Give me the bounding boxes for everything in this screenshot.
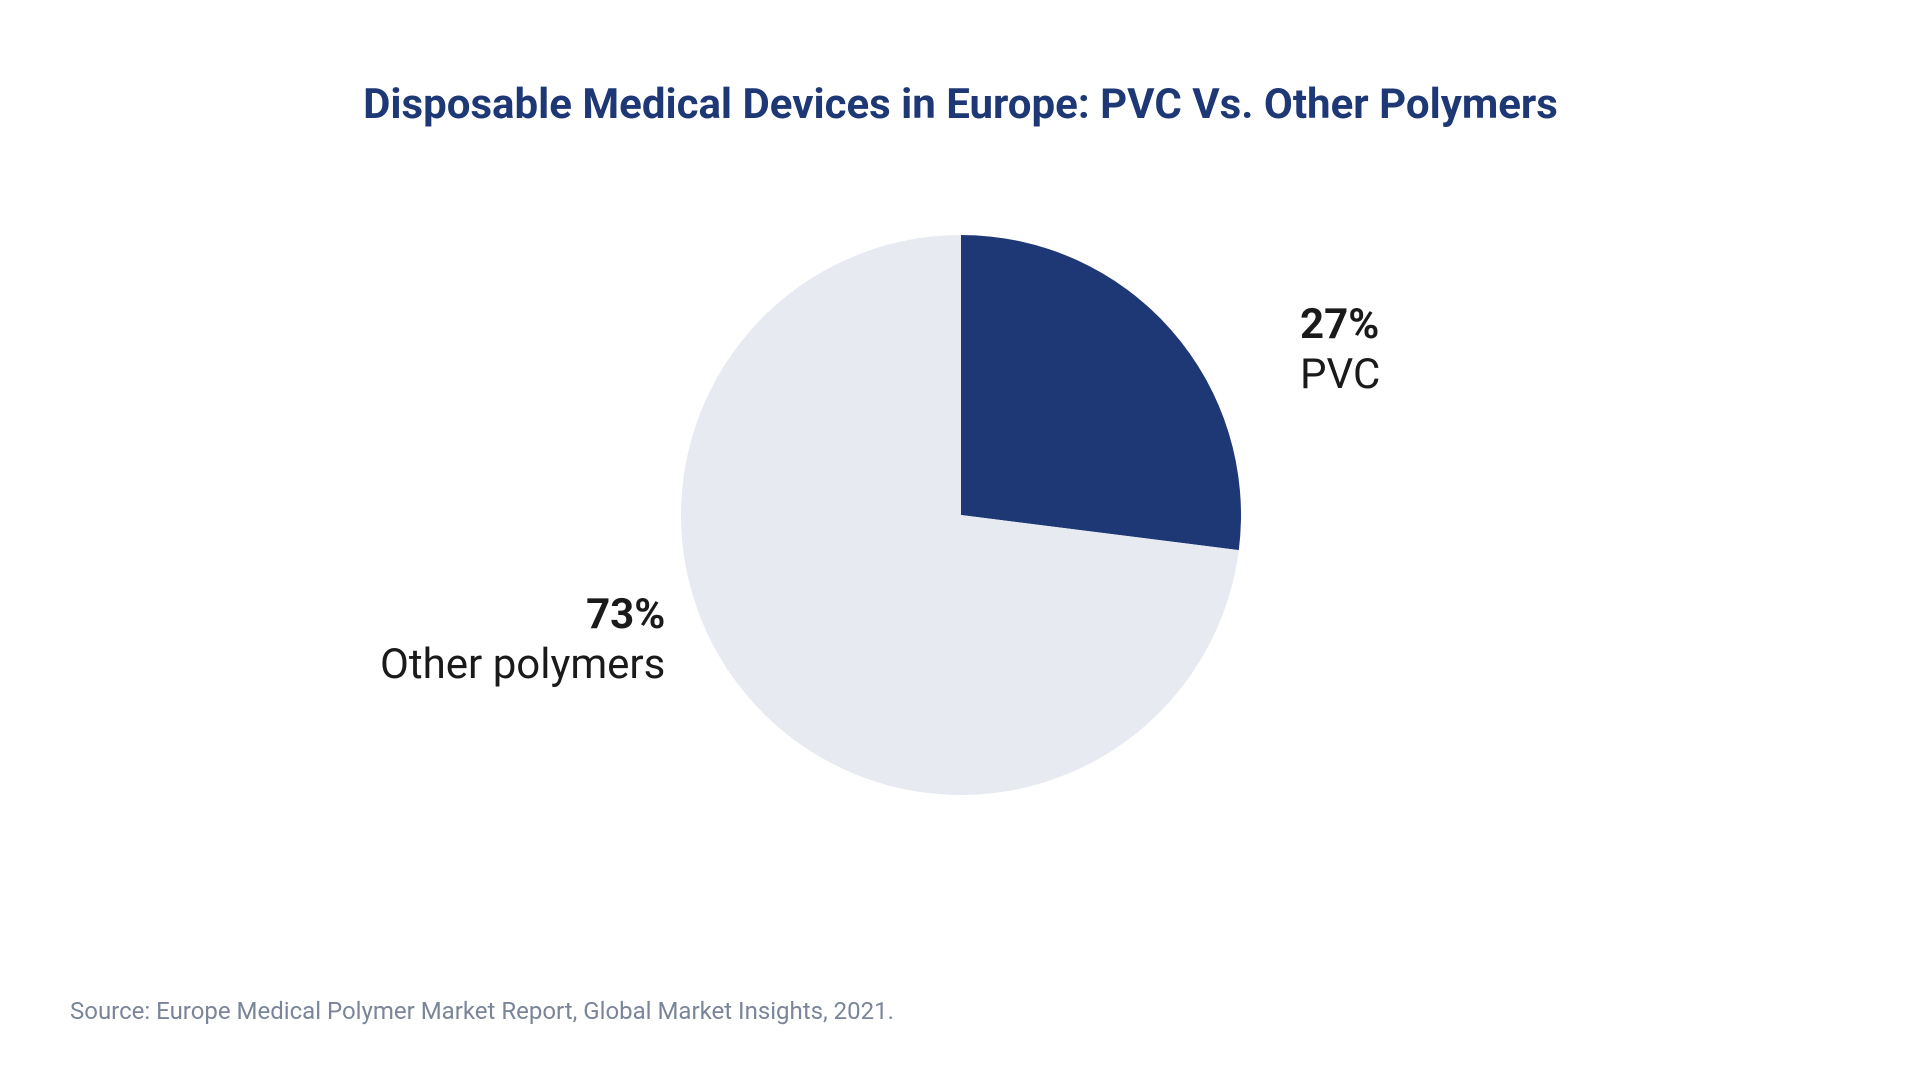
pie-slice [961, 235, 1241, 550]
slice-label-other: 73% Other polymers [380, 590, 665, 691]
slice-label-pvc: 27% PVC [1300, 300, 1380, 401]
slice-text-pvc: PVC [1300, 350, 1380, 400]
slice-text-other: Other polymers [380, 640, 665, 690]
pie-chart-container [681, 235, 1241, 795]
chart-title: Disposable Medical Devices in Europe: PV… [363, 80, 1558, 129]
slice-percent-pvc: 27% [1300, 300, 1380, 350]
pie-chart [681, 235, 1241, 795]
slice-percent-other: 73% [380, 590, 665, 640]
source-text: Source: Europe Medical Polymer Market Re… [70, 997, 894, 1025]
